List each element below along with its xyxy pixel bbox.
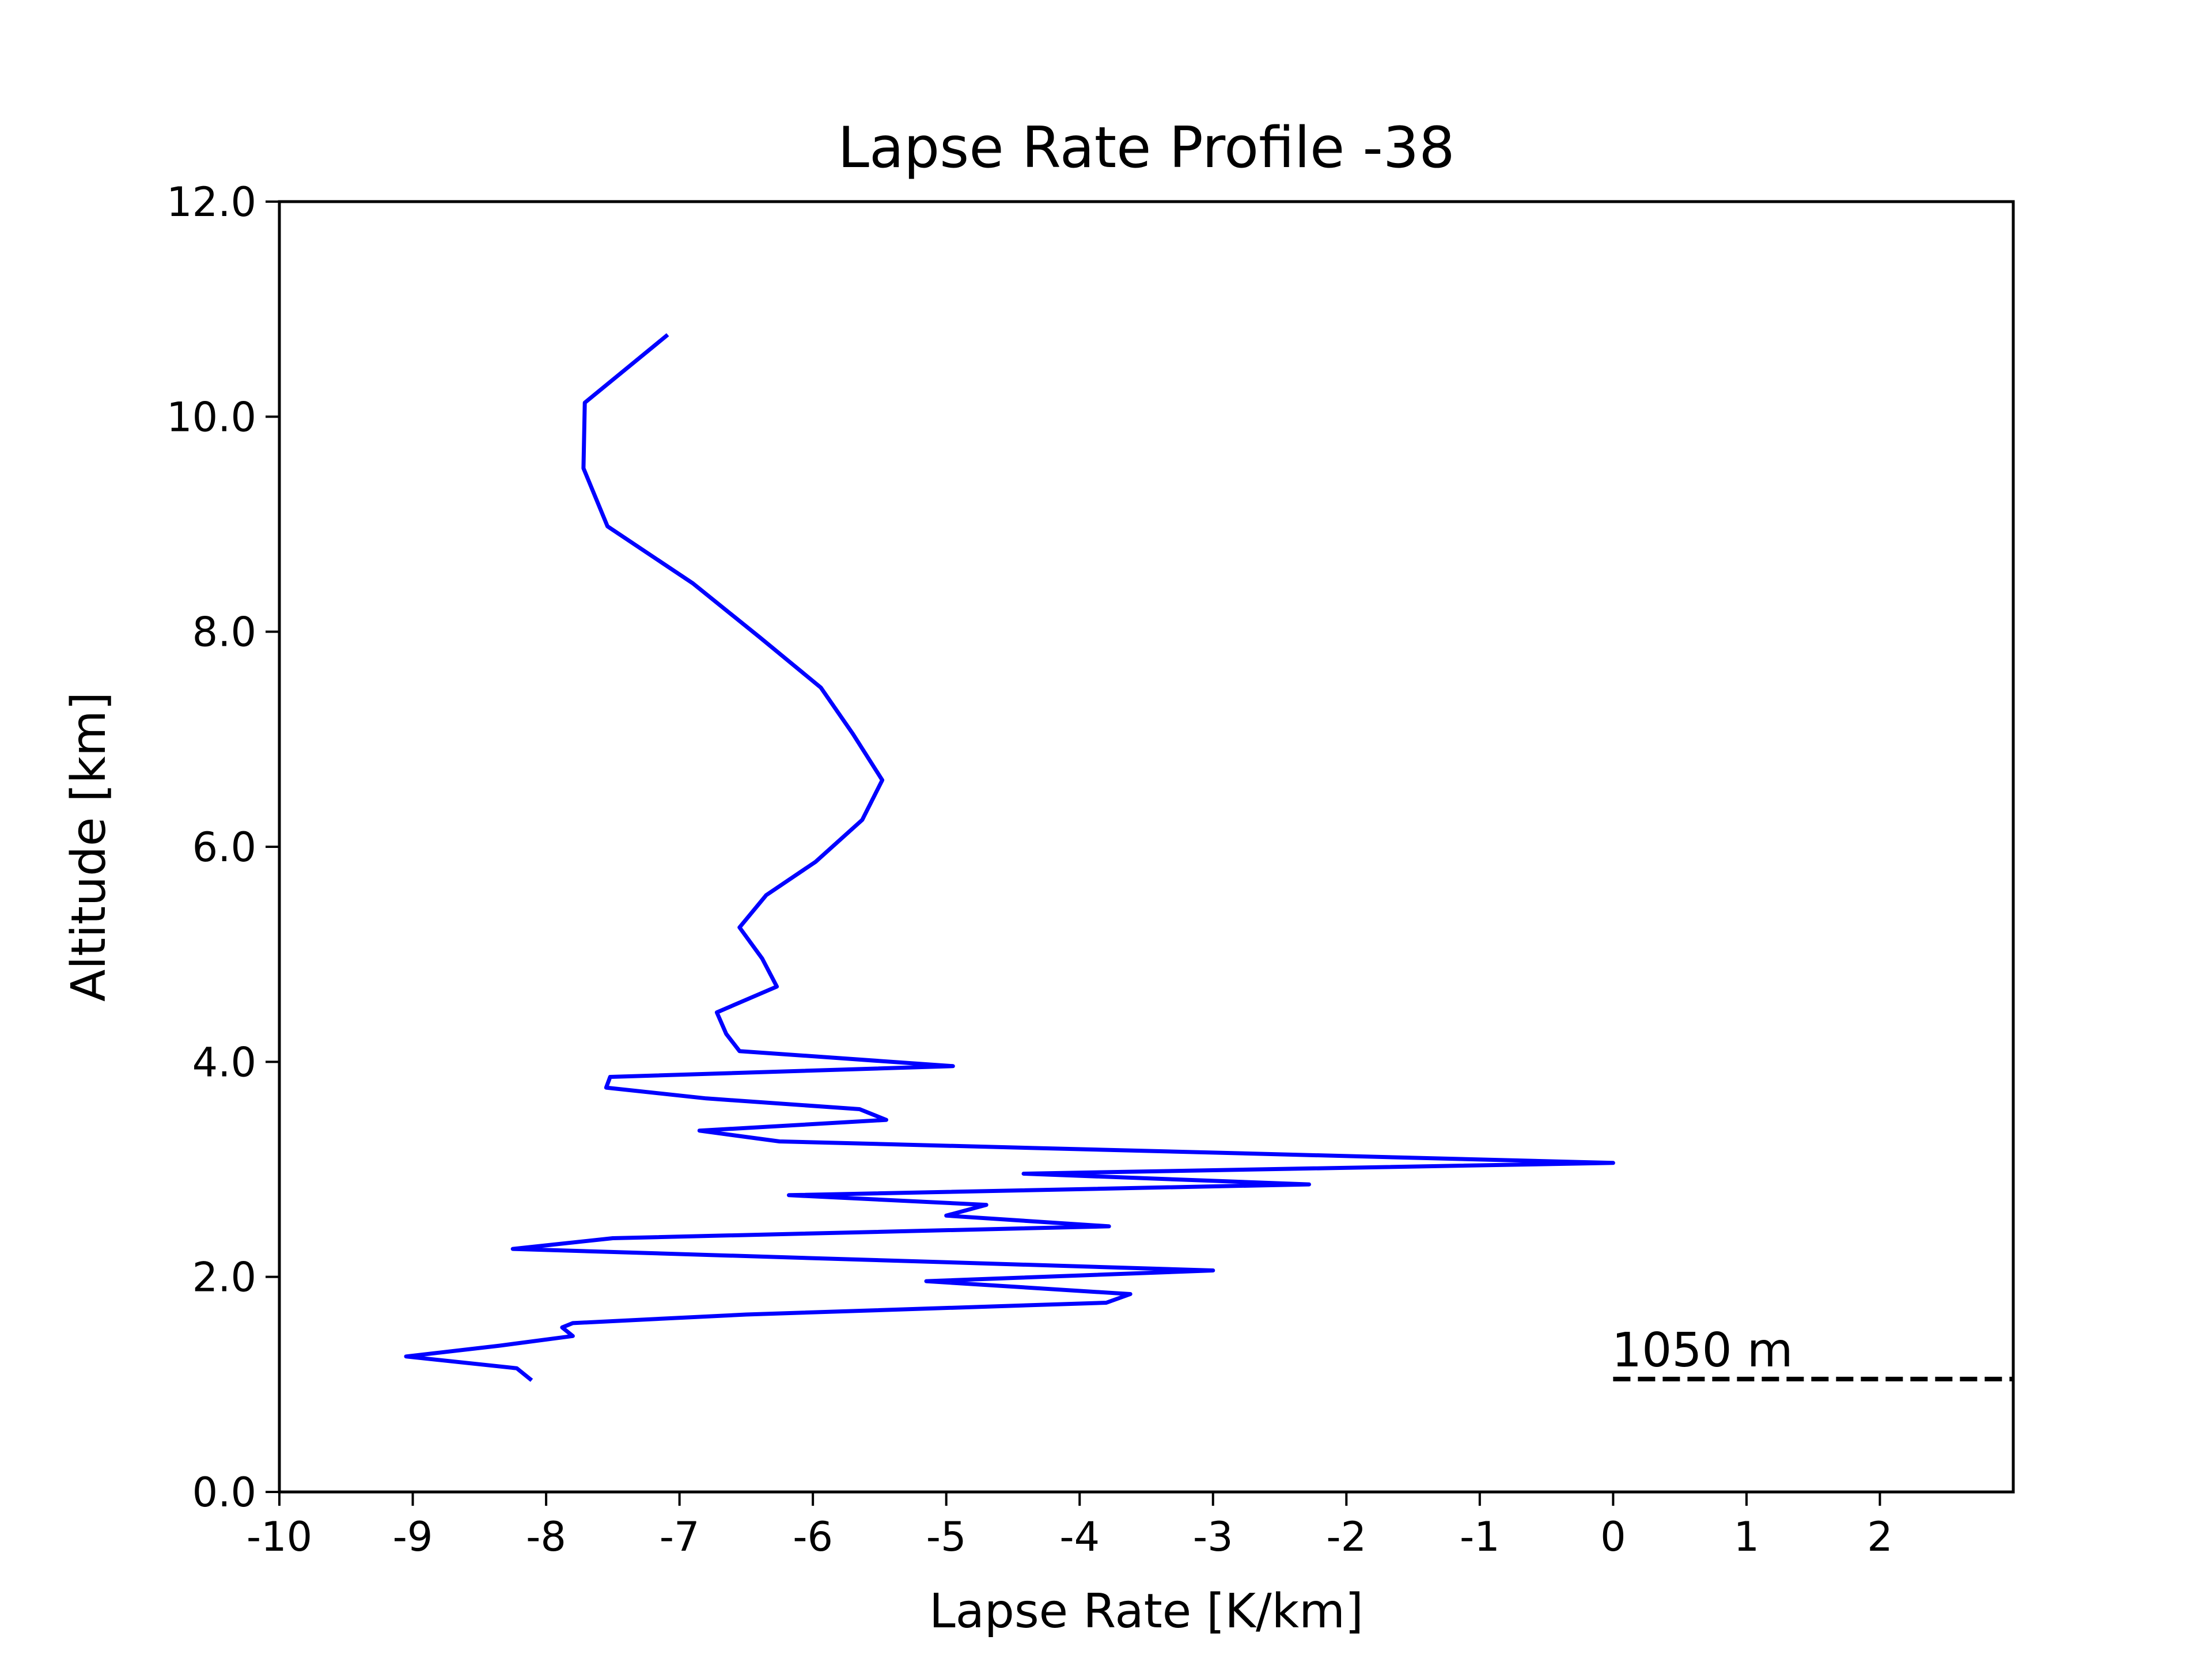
x-tick-label: -3 (1193, 1513, 1233, 1560)
y-tick-label: 0.0 (192, 1469, 256, 1516)
y-tick-label: 4.0 (192, 1039, 256, 1086)
y-tick-label: 6.0 (192, 824, 256, 871)
x-axis-label: Lapse Rate [K/km] (929, 1584, 1363, 1639)
x-tick-label: -6 (793, 1513, 833, 1560)
x-tick-label: 1 (1734, 1513, 1760, 1560)
x-tick-label: 0 (1600, 1513, 1626, 1560)
y-axis-label: Altitude [km] (62, 692, 116, 1002)
x-tick-label: 2 (1867, 1513, 1893, 1560)
reference-line-label: 1050 m (1612, 1323, 1793, 1378)
y-axis-ticks: 0.0 2.0 4.0 6.0 8.0 10.0 12.0 (166, 179, 279, 1516)
series-line-0 (404, 333, 1615, 1382)
x-tick-label: -2 (1326, 1513, 1366, 1560)
x-tick-label: -1 (1460, 1513, 1500, 1560)
x-tick-label: -7 (660, 1513, 700, 1560)
x-tick-label: -4 (1059, 1513, 1100, 1560)
y-tick-label: 12.0 (166, 179, 256, 226)
y-tick-label: 8.0 (192, 609, 256, 656)
x-axis-ticks: -10 -9 -8 -7 -6 -5 -4 -3 -2 -1 0 1 2 (247, 1492, 1893, 1560)
y-tick-label: 2.0 (192, 1254, 256, 1301)
x-tick-label: -10 (247, 1513, 312, 1560)
plot-frame (278, 200, 2015, 1494)
x-tick-label: -5 (926, 1513, 967, 1560)
x-tick-label: -9 (393, 1513, 433, 1560)
x-tick-label: -8 (526, 1513, 566, 1560)
y-tick-label: 10.0 (166, 393, 256, 441)
chart-title: Lapse Rate Profile -38 (838, 115, 1455, 181)
data-layer (404, 333, 1615, 1382)
